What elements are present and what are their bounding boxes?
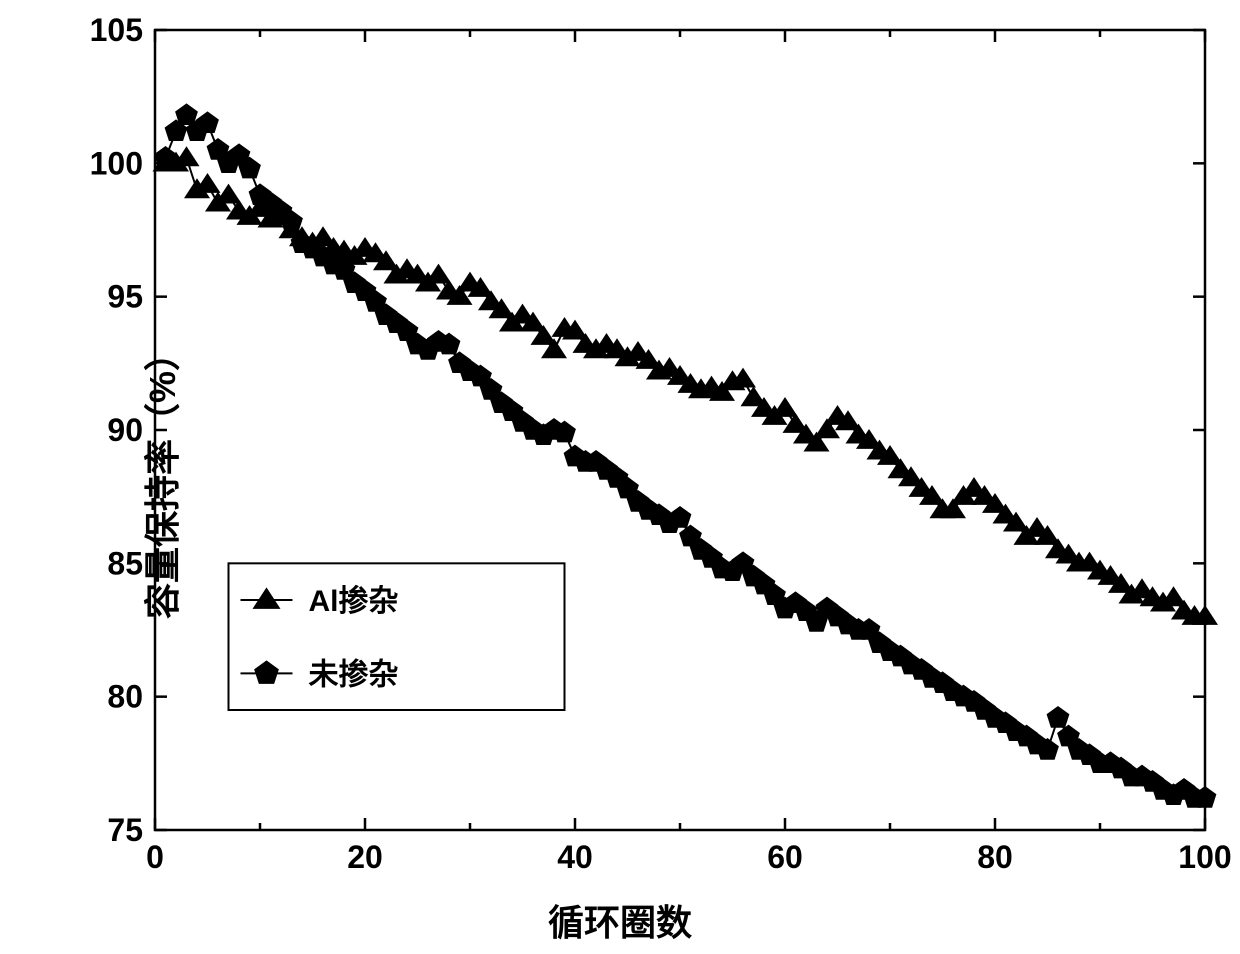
- svg-text:Al掺杂: Al掺杂: [309, 584, 399, 618]
- svg-text:未掺杂: 未掺杂: [309, 657, 399, 691]
- svg-text:20: 20: [347, 839, 383, 875]
- svg-text:95: 95: [107, 279, 143, 315]
- x-axis-label: 循环圈数: [548, 894, 692, 946]
- svg-text:60: 60: [767, 839, 803, 875]
- svg-text:100: 100: [1178, 839, 1231, 875]
- chart-container: 0204060801007580859095100105Al掺杂未掺杂 容量保持…: [0, 0, 1240, 954]
- svg-text:80: 80: [107, 679, 143, 715]
- svg-text:75: 75: [107, 812, 143, 848]
- y-axis-label: 容量保持率（%）: [134, 335, 186, 619]
- svg-text:40: 40: [557, 839, 593, 875]
- svg-text:80: 80: [977, 839, 1013, 875]
- svg-text:100: 100: [90, 145, 143, 181]
- svg-text:105: 105: [90, 12, 143, 48]
- svg-text:0: 0: [146, 839, 164, 875]
